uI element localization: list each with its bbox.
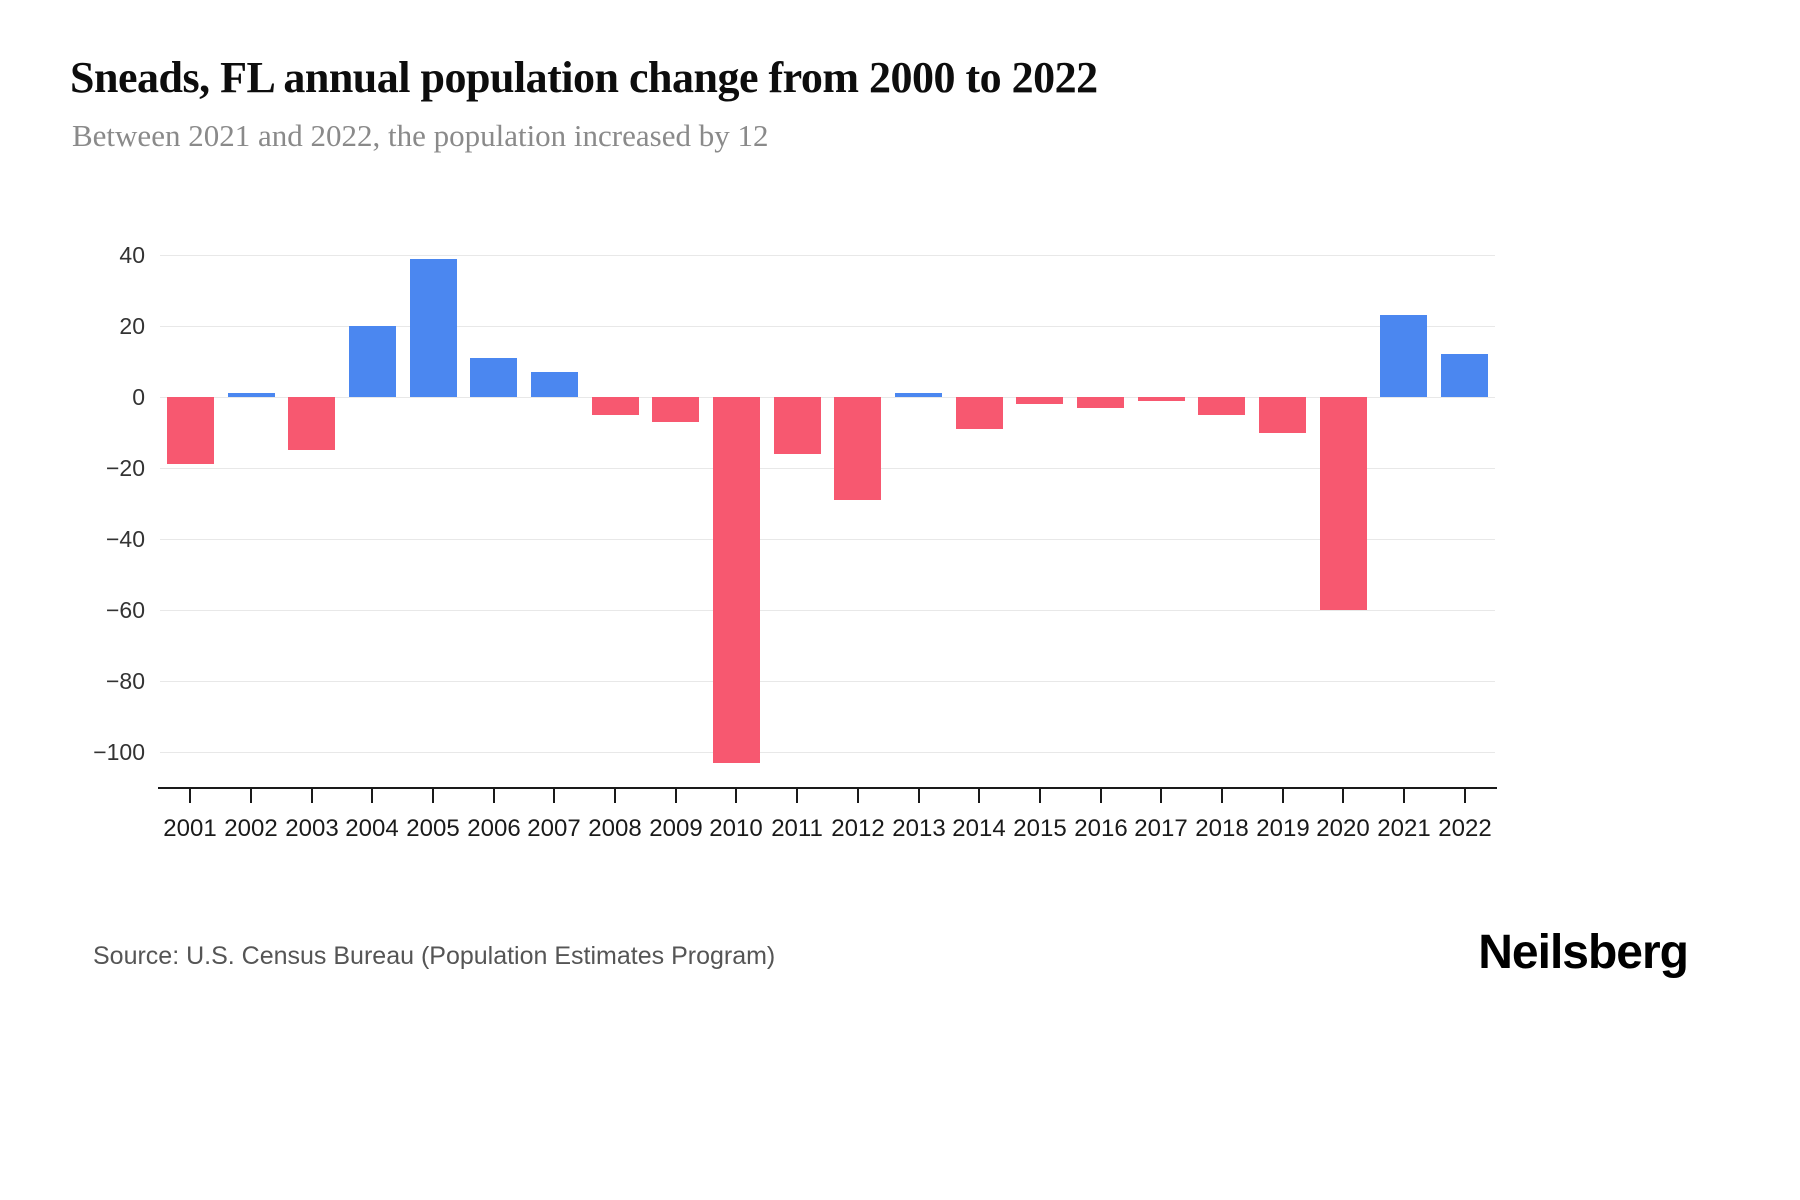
x-axis-tick	[553, 789, 555, 803]
chart-subtitle: Between 2021 and 2022, the population in…	[72, 118, 769, 153]
x-axis-tick	[614, 789, 616, 803]
x-axis-tick	[857, 789, 859, 803]
x-axis-tick-label: 2021	[1377, 815, 1431, 842]
x-axis-tick-label: 2022	[1438, 815, 1492, 842]
y-axis-tick-label: −60	[105, 597, 145, 623]
bar-2021	[1380, 315, 1427, 397]
bar-2018	[1198, 397, 1245, 415]
bar-2016	[1077, 397, 1124, 408]
x-axis-tick-label: 2003	[285, 815, 339, 842]
gridline	[160, 326, 1495, 327]
x-axis-tick-label: 2016	[1074, 815, 1128, 842]
source-note: Source: U.S. Census Bureau (Population E…	[93, 942, 776, 970]
x-axis-tick	[189, 789, 191, 803]
x-axis-tick	[978, 789, 980, 803]
x-axis-tick	[675, 789, 677, 803]
bar-2011	[774, 397, 821, 454]
y-axis-tick-label: 20	[119, 313, 145, 339]
bar-2019	[1259, 397, 1306, 433]
bar-2014	[956, 397, 1003, 429]
y-axis-tick-label: −40	[105, 526, 145, 552]
x-axis-tick	[735, 789, 737, 803]
x-axis-tick	[1039, 789, 1041, 803]
x-axis-tick-label: 2012	[831, 815, 885, 842]
x-axis-tick-label: 2004	[345, 815, 399, 842]
x-axis-tick	[311, 789, 313, 803]
bar-2003	[288, 397, 335, 450]
x-axis-tick-label: 2014	[952, 815, 1006, 842]
x-axis-tick	[918, 789, 920, 803]
y-axis-tick-label: −20	[105, 455, 145, 481]
bar-2015	[1016, 397, 1063, 404]
x-axis-tick-label: 2006	[467, 815, 521, 842]
x-axis-tick	[1342, 789, 1344, 803]
y-axis-tick-label: −100	[93, 739, 145, 765]
bar-2001	[167, 397, 214, 464]
bar-2008	[592, 397, 639, 415]
x-axis-tick	[1282, 789, 1284, 803]
gridline	[160, 539, 1495, 540]
gridline	[160, 610, 1495, 611]
x-axis-tick-label: 2010	[709, 815, 763, 842]
x-axis-tick	[250, 789, 252, 803]
chart-title: Sneads, FL annual population change from…	[70, 53, 1098, 102]
gridline	[160, 752, 1495, 753]
x-axis-tick-label: 2009	[649, 815, 703, 842]
bar-2013	[895, 393, 942, 397]
x-axis-tick	[493, 789, 495, 803]
neilsberg-logo: Neilsberg	[1478, 926, 1689, 979]
bar-2022	[1441, 354, 1488, 397]
y-axis-tick-label: −80	[105, 668, 145, 694]
x-axis-tick-label: 2008	[588, 815, 642, 842]
x-axis-tick	[796, 789, 798, 803]
x-axis-tick-label: 2005	[406, 815, 460, 842]
x-axis-tick	[432, 789, 434, 803]
x-axis-tick-label: 2019	[1256, 815, 1310, 842]
bar-2005	[410, 259, 457, 397]
gridline	[160, 397, 1495, 398]
bar-2002	[228, 393, 275, 397]
x-axis-tick-label: 2002	[224, 815, 278, 842]
gridline	[160, 255, 1495, 256]
bar-2006	[470, 358, 517, 397]
gridline	[160, 468, 1495, 469]
x-axis-tick-label: 2007	[527, 815, 581, 842]
y-axis-tick-label: 0	[132, 384, 145, 410]
bar-2010	[713, 397, 760, 763]
x-axis-tick	[1100, 789, 1102, 803]
x-axis-tick	[1464, 789, 1466, 803]
bar-2017	[1138, 397, 1185, 401]
bar-2012	[834, 397, 881, 500]
bar-2004	[349, 326, 396, 397]
x-axis-tick-label: 2017	[1134, 815, 1188, 842]
bar-2020	[1320, 397, 1367, 610]
gridline	[160, 681, 1495, 682]
x-axis-tick-label: 2011	[771, 815, 823, 842]
x-axis-tick	[1221, 789, 1223, 803]
x-axis-tick-label: 2001	[163, 815, 217, 842]
x-axis-tick	[371, 789, 373, 803]
bar-2007	[531, 372, 578, 397]
x-axis-tick	[1403, 789, 1405, 803]
x-axis-tick	[1160, 789, 1162, 803]
x-axis-line	[158, 787, 1497, 789]
x-axis-tick-label: 2013	[892, 815, 946, 842]
y-axis-tick-label: 40	[119, 242, 145, 268]
x-axis-tick-label: 2015	[1013, 815, 1067, 842]
bar-2009	[652, 397, 699, 422]
x-axis-tick-label: 2018	[1195, 815, 1249, 842]
x-axis-tick-label: 2020	[1316, 815, 1370, 842]
